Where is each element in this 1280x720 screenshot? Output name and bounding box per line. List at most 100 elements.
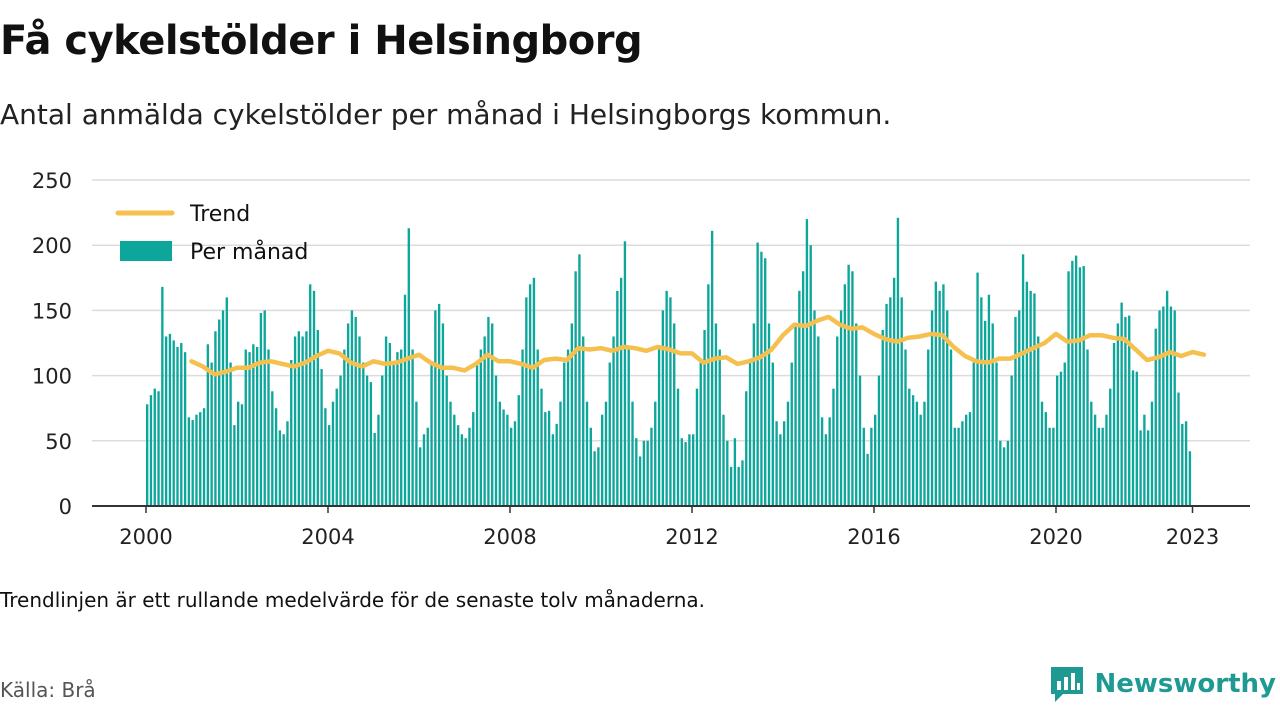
chart-svg: 0 50 100 150 200 250 2000 2004 2008 2012 2016 2020… <box>32 169 1250 549</box>
bar <box>282 434 285 506</box>
bar <box>836 336 839 506</box>
bar <box>601 414 604 506</box>
bar <box>786 401 790 506</box>
bar <box>654 401 657 506</box>
bar <box>202 408 206 506</box>
bar <box>775 421 778 506</box>
bar <box>146 404 149 506</box>
bar <box>240 404 244 506</box>
bar <box>544 412 547 506</box>
bar <box>817 336 820 506</box>
bar <box>578 254 581 506</box>
bar <box>221 310 225 506</box>
bar <box>255 346 259 506</box>
x-axis-ticks: 2000 2004 2008 2012 2016 2020 2023 <box>119 506 1219 549</box>
legend-bar-label: Per månad <box>190 239 308 265</box>
bar <box>1010 375 1013 506</box>
bar <box>407 228 410 506</box>
bar <box>938 290 941 506</box>
bar <box>870 427 873 506</box>
bar <box>1143 414 1146 506</box>
x-tick-label: 2004 <box>301 525 354 549</box>
bar <box>828 417 831 506</box>
bar <box>278 430 282 506</box>
bar <box>866 453 869 506</box>
bar <box>714 323 718 506</box>
bar <box>248 352 251 506</box>
bar <box>293 336 297 506</box>
bar <box>593 451 596 506</box>
bar <box>934 281 938 506</box>
bar <box>195 414 198 506</box>
bar <box>1184 421 1188 506</box>
bar <box>1006 440 1010 506</box>
bar <box>729 466 733 506</box>
x-tick-label: 2020 <box>1029 525 1082 549</box>
bar <box>991 323 994 506</box>
bar <box>1056 375 1059 506</box>
bar <box>604 401 608 506</box>
bar <box>760 251 763 506</box>
bar <box>491 323 494 506</box>
y-tick-label: 250 <box>32 169 72 193</box>
bar <box>1124 316 1127 506</box>
bar <box>756 242 759 506</box>
trend-line <box>189 314 1207 377</box>
bar <box>176 346 179 506</box>
bar <box>726 440 729 506</box>
bar <box>733 438 737 506</box>
bar <box>400 349 403 506</box>
bar <box>635 438 638 506</box>
bar <box>346 323 350 506</box>
bar <box>794 323 797 506</box>
bar <box>532 277 536 506</box>
bar <box>536 349 539 506</box>
bar <box>752 323 756 506</box>
bar <box>722 414 725 506</box>
brand-logo[interactable]: Newsworthy <box>1049 664 1276 704</box>
bar <box>153 388 156 506</box>
bar <box>972 362 975 506</box>
y-axis-ticks: 0 50 100 150 200 250 <box>32 169 72 519</box>
bar <box>1173 310 1176 506</box>
bar <box>858 375 862 506</box>
bar <box>798 290 801 506</box>
bar <box>1082 266 1085 506</box>
bar <box>608 362 611 506</box>
bar <box>161 286 164 506</box>
bar <box>631 401 634 506</box>
bar <box>274 408 278 506</box>
bar <box>923 401 926 506</box>
x-tick-label: 2008 <box>483 525 536 549</box>
bar <box>551 434 555 506</box>
bar <box>699 362 702 506</box>
y-tick-label: 0 <box>59 495 72 519</box>
bar <box>259 313 263 506</box>
bar <box>862 427 865 506</box>
bar <box>388 343 392 506</box>
bar <box>328 425 331 506</box>
bar <box>1109 388 1112 506</box>
bar <box>1048 427 1051 506</box>
bar <box>839 310 843 506</box>
bar <box>506 414 509 506</box>
bar <box>381 375 384 506</box>
bar <box>783 421 786 506</box>
bar <box>779 434 782 506</box>
bar <box>419 447 422 506</box>
bar <box>422 434 426 506</box>
bar <box>441 323 445 506</box>
bar <box>1150 401 1154 506</box>
bar <box>855 323 858 506</box>
bar <box>566 349 570 506</box>
bar <box>290 359 293 506</box>
bar <box>1086 349 1089 506</box>
bar <box>1090 401 1093 506</box>
bar <box>995 362 998 506</box>
chart-subtitle: Antal anmälda cykelstölder per månad i H… <box>0 98 892 131</box>
bar <box>1014 316 1017 506</box>
bar <box>646 440 649 506</box>
bar <box>589 427 592 506</box>
bar <box>403 294 407 506</box>
bar <box>1162 306 1165 506</box>
